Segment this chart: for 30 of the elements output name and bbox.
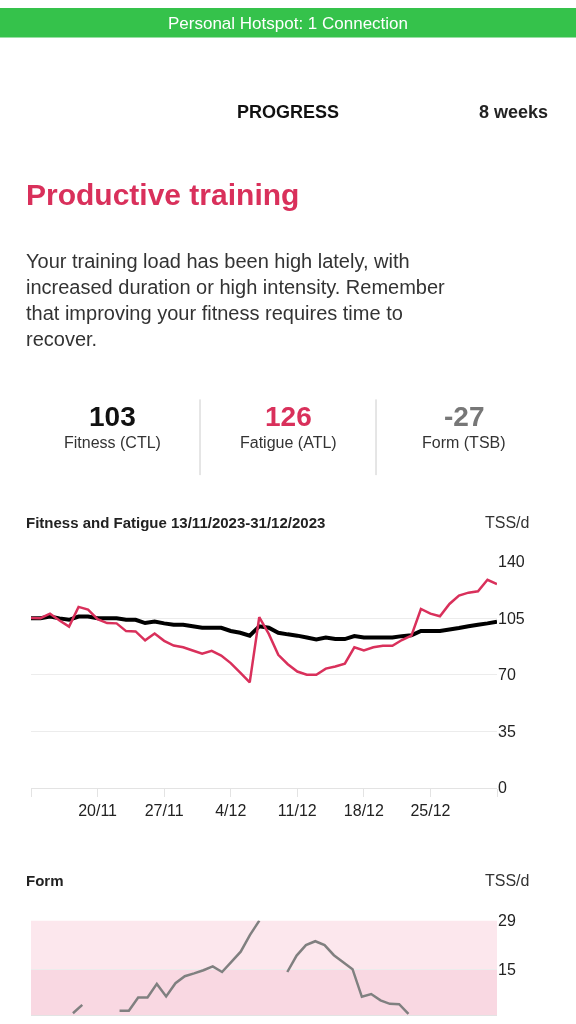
text: PROGRESS: [237, 102, 340, 122]
text: 103: [89, 401, 136, 432]
x-tick-label: 18/12: [343, 802, 384, 820]
x-tick-label: 25/12: [410, 802, 451, 820]
y-tick-label: 0: [498, 779, 507, 797]
y-tick-label: 15: [498, 961, 516, 979]
x-tick-label: 20/11: [78, 802, 118, 820]
y-tick-label: 70: [498, 666, 516, 684]
text: 126: [265, 401, 312, 432]
text: 8 weeks: [479, 102, 549, 122]
text: Fitness (CTL): [64, 434, 161, 451]
x-tick-label: 4/12: [215, 802, 247, 820]
chart-title: Form: [26, 872, 64, 889]
text: Form (TSB): [422, 434, 506, 451]
y-axis-title: TSS/d: [485, 514, 530, 531]
line-series: [31, 578, 497, 684]
y-tick-label: 140: [498, 553, 525, 571]
chart-title: Fitness and Fatigue 13/11/2023-31/12/2023: [26, 514, 326, 531]
text: Fatigue (ATL): [240, 434, 337, 451]
x-tick-label: 11/12: [277, 802, 317, 820]
y-tick-label: 29: [498, 912, 516, 930]
x-tick-label: 27/11: [144, 802, 184, 820]
text: Productive training: [26, 178, 300, 211]
text: -27: [444, 401, 485, 432]
line-series: [31, 614, 497, 642]
y-tick-label: 105: [498, 609, 525, 627]
y-tick-label: 35: [498, 722, 516, 740]
text: Your training load has been high lately, with increased duration or high intensity. Remember that improving your fitness requires time to recover.: [26, 250, 446, 350]
text: Personal Hotspot: 1 Connection: [168, 14, 409, 33]
y-axis-title: TSS/d: [485, 872, 530, 889]
